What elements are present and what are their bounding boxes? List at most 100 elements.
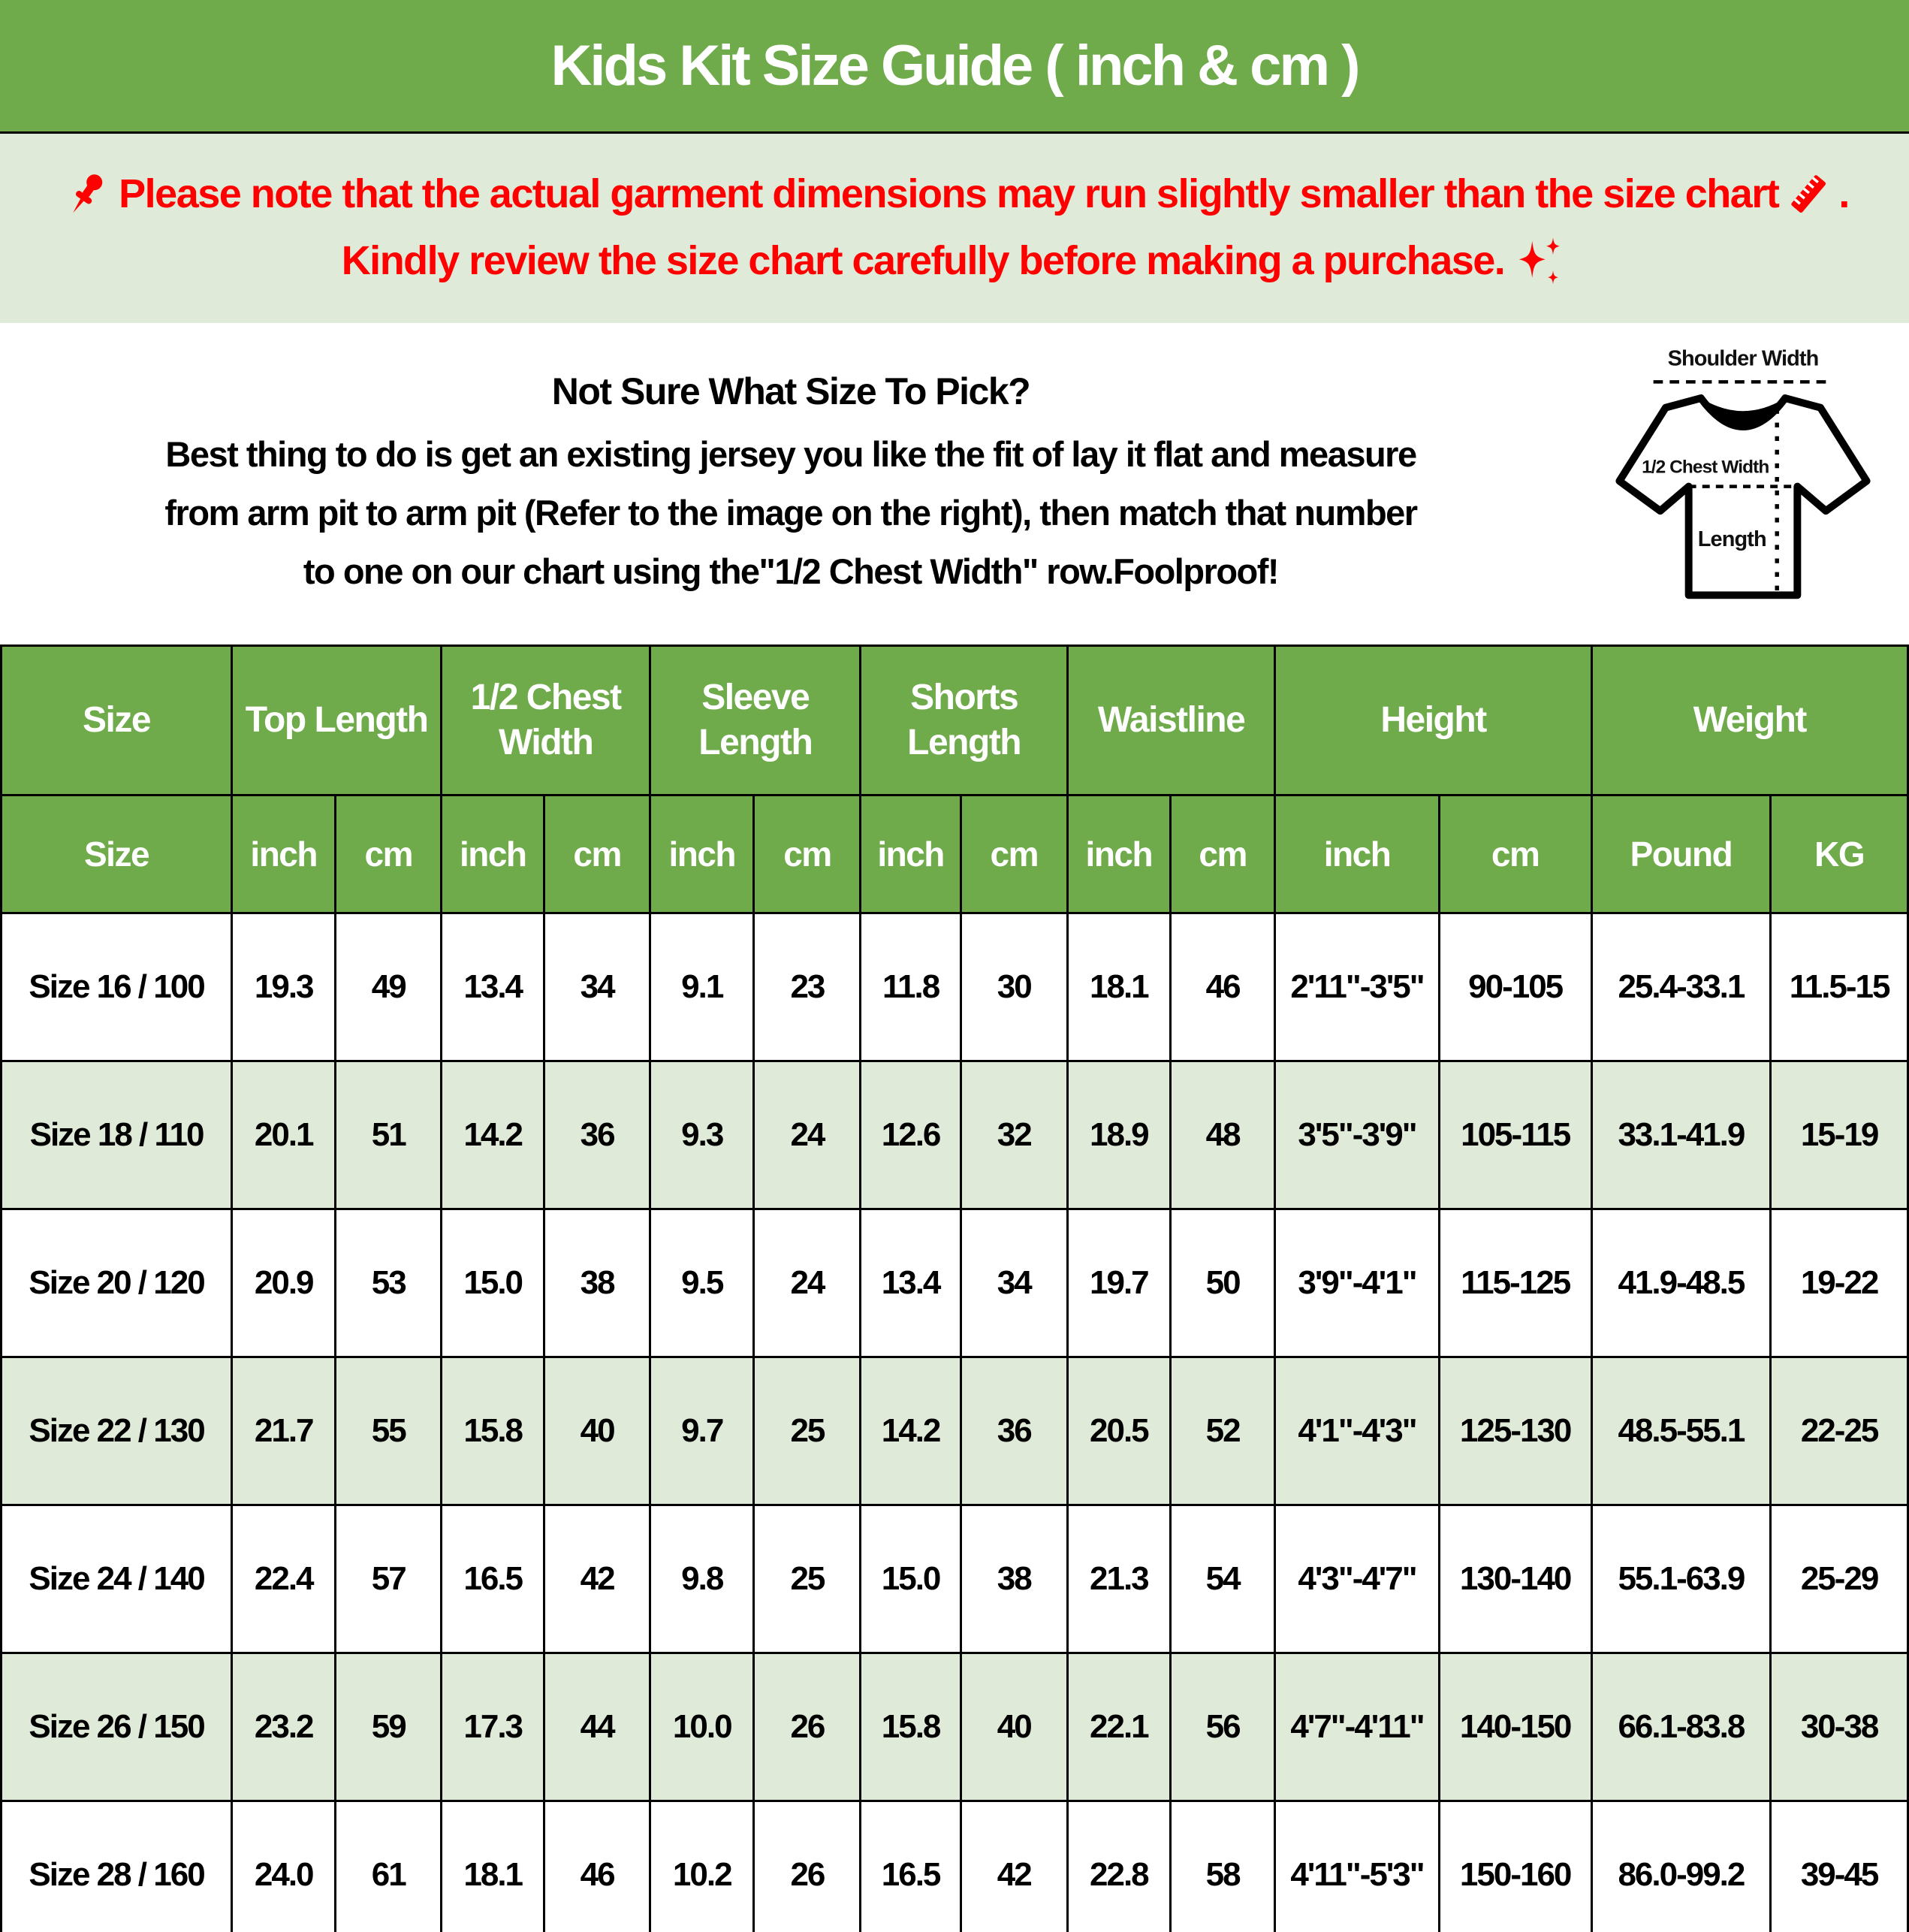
table-row: Size 24 / 140 22.4 57 16.5 42 9.8 25 15.0 38 21.3… <box>0 1504 1909 1654</box>
size-group-header: Waistline <box>1066 645 1277 796</box>
value-cell: 38 <box>543 1208 652 1358</box>
value-cell: 33.1-41.9 <box>1590 1060 1772 1210</box>
value-cell: 15.0 <box>440 1208 546 1358</box>
value-cell: 40 <box>959 1652 1069 1802</box>
column-header: inch <box>231 794 337 914</box>
tshirt-collar <box>1700 398 1786 427</box>
column-header: cm <box>959 794 1069 914</box>
value-cell: 125-130 <box>1437 1356 1593 1506</box>
value-cell: 90-105 <box>1437 912 1593 1062</box>
table-row: Size 28 / 160 24.0 61 18.1 46 10.2 26 16.5 42 22.… <box>0 1800 1909 1932</box>
column-header: cm <box>752 794 862 914</box>
value-cell: 16.5 <box>859 1800 962 1932</box>
size-cell: Size 26 / 150 <box>0 1652 234 1802</box>
size-cell: Size 22 / 130 <box>0 1356 234 1506</box>
size-group-header: Sleeve Length <box>649 645 862 796</box>
notice-text-1: Please note that the actual garment dime… <box>119 171 1780 216</box>
value-cell: 23 <box>752 912 862 1062</box>
size-cell: Size 16 / 100 <box>0 912 234 1062</box>
value-cell: 4'11"-5'3" <box>1274 1800 1440 1932</box>
notice-banner: Please note that the actual garment dime… <box>0 134 1909 323</box>
table-row: Size 16 / 100 19.3 49 13.4 34 9.1 23 11.8 30 18.1… <box>0 912 1909 1062</box>
value-cell: 41.9-48.5 <box>1590 1208 1772 1358</box>
value-cell: 16.5 <box>440 1504 546 1654</box>
value-cell: 57 <box>334 1504 443 1654</box>
value-cell: 25 <box>752 1356 862 1506</box>
value-cell: 32 <box>959 1060 1069 1210</box>
size-group-header: Weight <box>1590 645 1909 796</box>
value-cell: 55 <box>334 1356 443 1506</box>
value-cell: 44 <box>543 1652 652 1802</box>
value-cell: 46 <box>543 1800 652 1932</box>
value-cell: 24 <box>752 1060 862 1210</box>
value-cell: 21.7 <box>231 1356 337 1506</box>
value-cell: 17.3 <box>440 1652 546 1802</box>
value-cell: 25 <box>752 1504 862 1654</box>
value-cell: 18.9 <box>1066 1060 1172 1210</box>
value-cell: 11.8 <box>859 912 962 1062</box>
value-cell: 13.4 <box>859 1208 962 1358</box>
column-header: Size <box>0 794 234 914</box>
size-help-line-1: Best thing to do is get an existing jers… <box>165 434 1417 474</box>
value-cell: 9.7 <box>649 1356 755 1506</box>
value-cell: 38 <box>959 1504 1069 1654</box>
value-cell: 12.6 <box>859 1060 962 1210</box>
value-cell: 15.0 <box>859 1504 962 1654</box>
title-bar: Kids Kit Size Guide ( inch & cm ) <box>0 0 1909 134</box>
value-cell: 56 <box>1169 1652 1277 1802</box>
value-cell: 22.4 <box>231 1504 337 1654</box>
value-cell: 36 <box>543 1060 652 1210</box>
value-cell: 11.5-15 <box>1769 912 1909 1062</box>
value-cell: 4'7"-4'11" <box>1274 1652 1440 1802</box>
value-cell: 86.0-99.2 <box>1590 1800 1772 1932</box>
tshirt-outline <box>1615 394 1871 599</box>
value-cell: 52 <box>1169 1356 1277 1506</box>
value-cell: 66.1-83.8 <box>1590 1652 1772 1802</box>
value-cell: 3'9"-4'1" <box>1274 1208 1440 1358</box>
value-cell: 14.2 <box>859 1356 962 1506</box>
value-cell: 9.1 <box>649 912 755 1062</box>
value-cell: 9.3 <box>649 1060 755 1210</box>
value-cell: 48 <box>1169 1060 1277 1210</box>
column-header: cm <box>334 794 443 914</box>
value-cell: 40 <box>543 1356 652 1506</box>
column-header: cm <box>1437 794 1593 914</box>
value-cell: 54 <box>1169 1504 1277 1654</box>
column-header: inch <box>440 794 546 914</box>
value-cell: 24.0 <box>231 1800 337 1932</box>
column-header: cm <box>1169 794 1277 914</box>
value-cell: 19.7 <box>1066 1208 1172 1358</box>
value-cell: 55.1-63.9 <box>1590 1504 1772 1654</box>
size-group-header: Shorts Length <box>859 645 1069 796</box>
group-header-row: Size Top Length 1/2 Chest Width Sleeve Leng… <box>0 645 1909 796</box>
ruler-icon <box>1784 170 1832 218</box>
value-cell: 48.5-55.1 <box>1590 1356 1772 1506</box>
size-group-header: Size <box>0 645 234 796</box>
size-group-header: 1/2 Chest Width <box>440 645 652 796</box>
size-group-header: Height <box>1274 645 1593 796</box>
value-cell: 22-25 <box>1769 1356 1909 1506</box>
table-row: Size 22 / 130 21.7 55 15.8 40 9.7 25 14.2 36 20.5… <box>0 1356 1909 1506</box>
size-help-line-3: to one on our chart using the"1/2 Chest … <box>303 551 1280 591</box>
value-cell: 51 <box>334 1060 443 1210</box>
size-cell: Size 28 / 160 <box>0 1800 234 1932</box>
value-cell: 22.8 <box>1066 1800 1172 1932</box>
value-cell: 3'5"-3'9" <box>1274 1060 1440 1210</box>
value-cell: 10.2 <box>649 1800 755 1932</box>
value-cell: 18.1 <box>440 1800 546 1932</box>
value-cell: 150-160 <box>1437 1800 1593 1932</box>
pushpin-icon <box>60 168 113 220</box>
size-cell: Size 18 / 110 <box>0 1060 234 1210</box>
diagram-label-half-chest: 1/2 Chest Width <box>1642 457 1769 478</box>
value-cell: 61 <box>334 1800 443 1932</box>
column-header: KG <box>1769 794 1909 914</box>
value-cell: 30-38 <box>1769 1652 1909 1802</box>
size-table-body: Size 16 / 100 19.3 49 13.4 34 9.1 23 11.8 30 18.1… <box>0 912 1909 1932</box>
size-cell: Size 24 / 140 <box>0 1504 234 1654</box>
size-group-header: Top Length <box>231 645 443 796</box>
column-header: inch <box>1274 794 1440 914</box>
value-cell: 15.8 <box>440 1356 546 1506</box>
value-cell: 23.2 <box>231 1652 337 1802</box>
value-cell: 15-19 <box>1769 1060 1909 1210</box>
